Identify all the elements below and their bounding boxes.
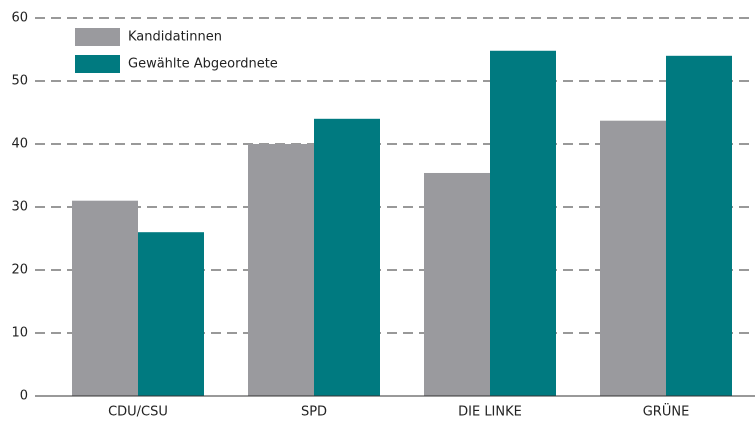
x-tick-label: GRÜNE [643,403,690,420]
y-tick-label: 30 [11,200,28,215]
bar [72,200,138,396]
bar [490,50,556,396]
bar [600,120,666,396]
bar [666,55,732,397]
bar [138,232,204,396]
y-tick-label: 10 [11,326,28,341]
y-tick-label: 0 [20,389,28,404]
legend-swatch [75,55,120,73]
bar [248,144,314,396]
x-tick-label: SPD [301,405,327,420]
x-tick-label: DIE LINKE [458,405,522,420]
legend-label: Kandidatinnen [128,30,222,45]
bar [314,118,380,397]
legend-swatch [75,28,120,46]
bar [424,172,490,396]
y-tick-label: 60 [11,11,28,26]
x-tick-label: CDU/CSU [108,405,168,420]
y-tick-label: 40 [11,137,28,152]
y-tick-label: 20 [11,263,28,278]
y-tick-label: 50 [11,74,28,89]
legend-label: Gewählte Abgeordnete [128,57,278,72]
